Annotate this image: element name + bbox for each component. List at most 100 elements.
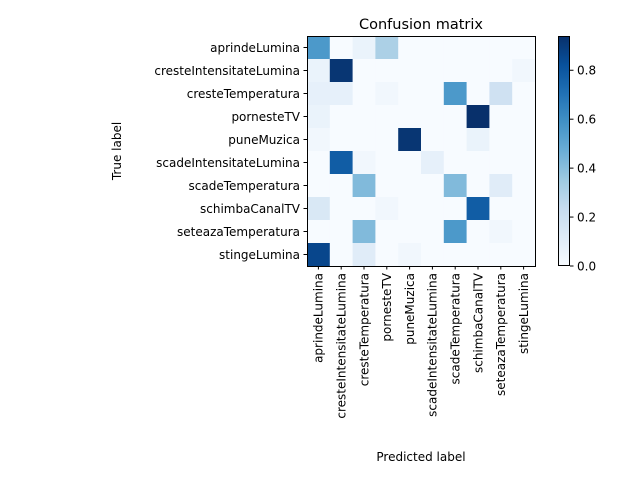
colorbar-ticks: 0.0 0.2 0.4 0.6 0.8 <box>570 64 596 273</box>
heatmap-cell <box>398 36 422 60</box>
y-tick-label: scadeIntensitateLumina <box>156 156 300 170</box>
heatmap-cell <box>466 243 490 267</box>
heatmap-cell <box>329 128 353 152</box>
heatmap-cell <box>329 82 353 106</box>
y-tick-label: puneMuzica <box>228 133 300 147</box>
x-axis-ticks: aprindeLumina cresteIntensitateLumina cres… <box>312 266 531 419</box>
heatmap-cell <box>352 59 376 83</box>
heatmap-cell <box>375 220 399 244</box>
heatmap-cell <box>352 174 376 198</box>
heatmap-cell <box>512 36 536 60</box>
heatmap-cell <box>489 105 513 129</box>
heatmap-cell <box>329 59 353 83</box>
heatmap-cell <box>421 59 445 83</box>
x-tick-label: scadeIntensitateLumina <box>426 273 440 417</box>
x-tick-label: puneMuzica <box>403 273 417 345</box>
heatmap-cell <box>352 36 376 60</box>
heatmap-cell <box>466 220 490 244</box>
heatmap-cell <box>375 243 399 267</box>
heatmap-cell <box>512 59 536 83</box>
heatmap-cell <box>443 174 467 198</box>
heatmap-cell <box>329 174 353 198</box>
heatmap-cell <box>466 151 490 175</box>
heatmap-cell <box>307 220 331 244</box>
colorbar-tick-label: 0.8 <box>577 64 596 78</box>
heatmap-cell <box>398 243 422 267</box>
heatmap-cell <box>307 128 331 152</box>
heatmap-cell <box>352 105 376 129</box>
y-tick-label: scadeTemperatura <box>189 179 300 193</box>
heatmap-cell <box>352 197 376 221</box>
heatmap-cell <box>443 82 467 106</box>
heatmap-cell <box>512 105 536 129</box>
heatmap-cell <box>512 197 536 221</box>
colorbar-tick-label: 0.4 <box>577 161 596 175</box>
heatmap-cell <box>466 59 490 83</box>
heatmap-cell <box>466 174 490 198</box>
heatmap-cell <box>489 36 513 60</box>
y-tick-label: cresteIntensitateLumina <box>154 64 300 78</box>
heatmap-cell <box>375 197 399 221</box>
heatmap-cell <box>421 105 445 129</box>
y-tick-label: cresteTemperatura <box>187 87 300 101</box>
heatmap-cells <box>307 36 536 267</box>
heatmap-cell <box>443 243 467 267</box>
heatmap-cell <box>352 128 376 152</box>
y-tick-label: seteazaTemperatura <box>177 225 300 239</box>
heatmap-cell <box>443 197 467 221</box>
heatmap-cell <box>329 36 353 60</box>
heatmap-cell <box>352 82 376 106</box>
heatmap-cell <box>307 105 331 129</box>
heatmap-cell <box>375 128 399 152</box>
heatmap-cell <box>352 220 376 244</box>
heatmap-cell <box>398 82 422 106</box>
heatmap-cell <box>489 197 513 221</box>
heatmap-cell <box>443 220 467 244</box>
y-axis-ticks: aprindeLumina cresteIntensitateLumina cres… <box>154 41 307 262</box>
heatmap-cell <box>466 36 490 60</box>
heatmap-cell <box>421 174 445 198</box>
heatmap-cell <box>421 243 445 267</box>
heatmap-cell <box>512 174 536 198</box>
heatmap-cell <box>398 151 422 175</box>
heatmap-cell <box>375 174 399 198</box>
heatmap-cell <box>421 128 445 152</box>
heatmap-cell <box>307 82 331 106</box>
heatmap-cell <box>466 105 490 129</box>
heatmap-cell <box>489 82 513 106</box>
colorbar-tick-label: 0.2 <box>577 210 596 224</box>
heatmap-cell <box>375 151 399 175</box>
heatmap-cell <box>512 82 536 106</box>
heatmap-cell <box>443 36 467 60</box>
heatmap-cell <box>398 128 422 152</box>
y-tick-label: stingeLumina <box>219 248 300 262</box>
colorbar-tick-label: 0.6 <box>577 112 596 126</box>
heatmap-cell <box>489 220 513 244</box>
x-axis-label: Predicted label <box>376 450 465 464</box>
heatmap-cell <box>489 128 513 152</box>
heatmap-cell <box>512 128 536 152</box>
heatmap-cell <box>329 151 353 175</box>
heatmap-cell <box>329 197 353 221</box>
heatmap-cell <box>443 128 467 152</box>
colorbar <box>558 36 570 266</box>
heatmap-cell <box>398 59 422 83</box>
heatmap-cell <box>375 82 399 106</box>
heatmap-cell <box>489 174 513 198</box>
heatmap-cell <box>307 59 331 83</box>
heatmap-cell <box>307 174 331 198</box>
heatmap-cell <box>375 59 399 83</box>
heatmap-cell <box>489 243 513 267</box>
heatmap-cell <box>443 151 467 175</box>
colorbar-tick-label: 0.0 <box>577 259 596 273</box>
x-tick-label: stingeLumina <box>517 273 531 354</box>
heatmap-cell <box>421 82 445 106</box>
y-axis-label: True label <box>110 122 124 181</box>
heatmap-cell <box>489 151 513 175</box>
heatmap-cell <box>398 105 422 129</box>
heatmap-cell <box>307 243 331 267</box>
heatmap-cell <box>307 36 331 60</box>
heatmap-cell <box>352 243 376 267</box>
chart-title: Confusion matrix <box>359 17 483 33</box>
x-tick-label: cresteIntensitateLumina <box>335 273 349 419</box>
